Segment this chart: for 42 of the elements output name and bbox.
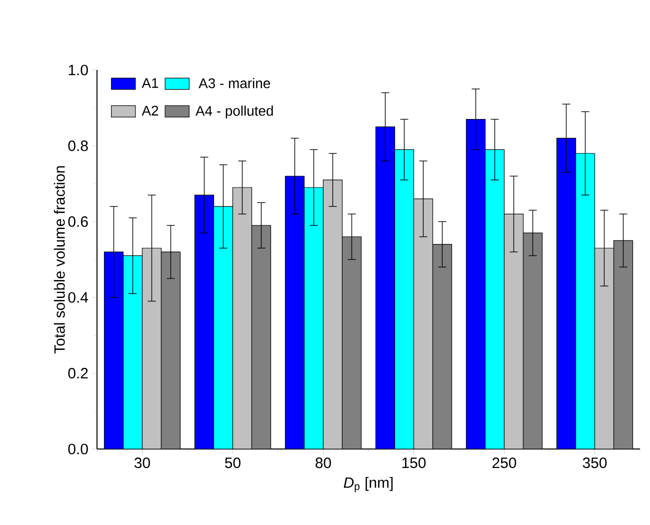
bar [160,252,181,449]
y-axis-title: Total soluble volume fraction [54,166,65,354]
bar [504,214,524,449]
bar [375,126,396,449]
bar [322,180,343,449]
y-tick-label: 0.8 [68,140,88,152]
bar [413,198,434,449]
bar [394,149,414,449]
bar [594,248,614,449]
bar [466,118,486,449]
x-tick-label: 150 [402,458,426,468]
legend-label: A4 - polluted [196,106,273,119]
x-tick-label: 250 [492,458,516,468]
bar [284,176,305,449]
x-tick-label: 50 [225,458,240,468]
bar [142,248,162,449]
x-tick-label: 350 [582,458,607,468]
bar [342,236,362,449]
bar [432,244,452,449]
bar [484,149,505,449]
x-axis-title: D$_{p}$ [nm] [344,476,393,492]
legend-label: A2 [142,106,158,116]
legend-label: A3 - marine [198,78,270,88]
y-tick-label: 1.0 [68,64,88,76]
bar [213,206,234,449]
x-tick-label: 80 [316,458,331,468]
bar [232,187,252,449]
bar [104,252,124,449]
bar [304,187,324,449]
bar [575,153,596,449]
bar [556,138,576,449]
legend-label: A1 [142,78,158,88]
bar [122,255,143,449]
bar [613,240,634,449]
bar [522,232,543,449]
y-tick-label: 0.4 [68,292,88,303]
bar [251,225,272,449]
y-tick-label: 0.6 [68,216,88,227]
y-tick-label: 0.2 [68,368,88,378]
x-tick-label: 30 [134,458,150,468]
y-tick-label: 0.0 [68,444,88,454]
bar [194,194,214,449]
